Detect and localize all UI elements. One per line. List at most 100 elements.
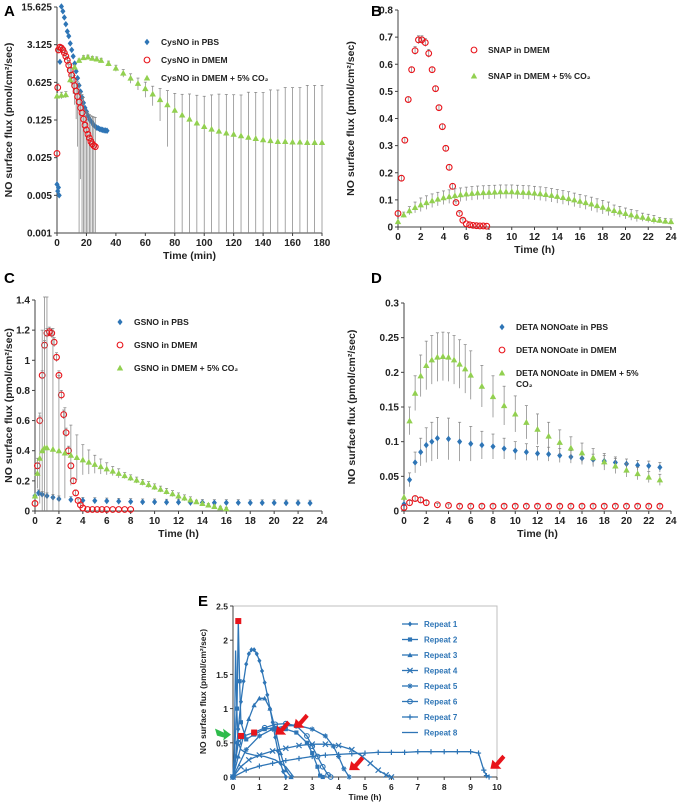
data-point bbox=[134, 80, 142, 86]
y-tick-label: 0.6 bbox=[16, 416, 30, 427]
data-point bbox=[57, 44, 65, 52]
data-point bbox=[283, 499, 289, 507]
legend-marker bbox=[143, 74, 151, 81]
data-point bbox=[309, 743, 316, 750]
data-point bbox=[476, 222, 484, 230]
data-point bbox=[243, 747, 249, 753]
data-point bbox=[523, 419, 530, 425]
data-point bbox=[84, 53, 92, 60]
data-point bbox=[270, 726, 276, 732]
data-point bbox=[237, 679, 242, 684]
data-point bbox=[362, 750, 368, 756]
data-point bbox=[322, 733, 328, 739]
data-point bbox=[335, 742, 342, 749]
x-axis-title: Time (h) bbox=[517, 528, 558, 540]
data-point bbox=[139, 479, 146, 485]
data-point bbox=[394, 218, 402, 225]
data-point bbox=[295, 742, 303, 749]
data-point bbox=[502, 188, 510, 195]
data-point bbox=[163, 488, 170, 494]
series-2 bbox=[394, 184, 675, 225]
data-point bbox=[480, 189, 487, 196]
legend-marker bbox=[470, 46, 478, 54]
data-point bbox=[151, 483, 158, 490]
legend-marker bbox=[144, 38, 150, 46]
data-point bbox=[428, 66, 436, 74]
legend: CysNO in PBS CysNO in DMEM CysNO in DMEM +… bbox=[143, 37, 269, 83]
y-axis-title: NO surface flux (pmol/cm²/sec) bbox=[346, 330, 358, 485]
data-point bbox=[89, 55, 96, 61]
y-tick-label: 0.3 bbox=[385, 299, 399, 310]
data-point bbox=[646, 462, 652, 470]
data-point bbox=[593, 202, 601, 209]
data-point bbox=[244, 661, 249, 667]
x-tick-label: 6 bbox=[468, 516, 474, 527]
x-tick-label: 100 bbox=[196, 238, 213, 249]
data-point bbox=[85, 134, 93, 142]
x-tick-label: 2 bbox=[418, 232, 424, 243]
data-point bbox=[479, 222, 487, 230]
data-point bbox=[401, 136, 409, 144]
data-point bbox=[525, 189, 533, 196]
data-point bbox=[270, 760, 276, 766]
data-point bbox=[407, 476, 413, 483]
y-axis-title: NO surface flux (pmol/cm²/sec) bbox=[198, 629, 208, 754]
data-point bbox=[79, 504, 87, 512]
series-1 bbox=[394, 35, 491, 230]
data-point bbox=[60, 8, 66, 15]
data-point bbox=[475, 750, 482, 756]
data-point bbox=[623, 502, 630, 510]
data-point bbox=[645, 502, 653, 510]
data-point bbox=[469, 221, 477, 229]
data-point bbox=[599, 203, 606, 210]
data-point bbox=[75, 74, 81, 82]
plot-area bbox=[394, 35, 675, 230]
data-point bbox=[645, 215, 652, 221]
data-point bbox=[428, 197, 436, 204]
panel-label: A bbox=[4, 3, 15, 20]
data-point bbox=[193, 119, 201, 126]
data-point bbox=[75, 57, 83, 63]
y-tick-label: 15.625 bbox=[21, 3, 52, 14]
x-tick-label: 20 bbox=[620, 232, 632, 243]
data-point bbox=[388, 773, 395, 781]
legend-label-line: DETA NONOate in DMEM + 5% bbox=[516, 368, 639, 378]
data-point bbox=[612, 462, 619, 469]
data-point bbox=[500, 502, 508, 510]
data-point bbox=[589, 454, 597, 461]
data-point bbox=[187, 496, 194, 503]
x-tick-label: 40 bbox=[110, 238, 122, 249]
data-point bbox=[341, 766, 347, 772]
data-point bbox=[230, 131, 237, 137]
data-point bbox=[237, 132, 245, 139]
data-point bbox=[277, 750, 284, 756]
legend-marker bbox=[143, 56, 151, 64]
x-tick-label: 0 bbox=[395, 232, 401, 243]
y-tick-label: 0 bbox=[24, 507, 30, 518]
data-point bbox=[252, 135, 259, 141]
data-point bbox=[401, 500, 407, 508]
data-point bbox=[319, 763, 326, 770]
x-tick-label: 20 bbox=[81, 238, 93, 249]
panel-c: C00.20.40.60.811.21.40 2 4 6 8 10 12 14 16 18 20 22… bbox=[3, 270, 328, 540]
data-point bbox=[438, 123, 446, 131]
data-point bbox=[548, 192, 555, 198]
data-point bbox=[55, 447, 63, 454]
data-point bbox=[181, 494, 188, 501]
legend-label: Repeat 3 bbox=[424, 651, 458, 660]
data-point bbox=[79, 456, 87, 463]
data-point bbox=[55, 187, 61, 195]
data-point bbox=[249, 647, 254, 653]
data-point bbox=[467, 371, 474, 378]
x-tick-label: 24 bbox=[316, 516, 328, 527]
data-point bbox=[69, 477, 77, 485]
data-point bbox=[483, 773, 490, 779]
data-point bbox=[428, 356, 436, 363]
data-point bbox=[73, 454, 81, 461]
y-tick-label: 0.5 bbox=[216, 738, 228, 748]
data-point bbox=[445, 435, 452, 443]
data-point bbox=[267, 137, 274, 144]
data-point bbox=[208, 125, 215, 132]
series-3 bbox=[53, 53, 326, 233]
data-point bbox=[322, 752, 328, 758]
